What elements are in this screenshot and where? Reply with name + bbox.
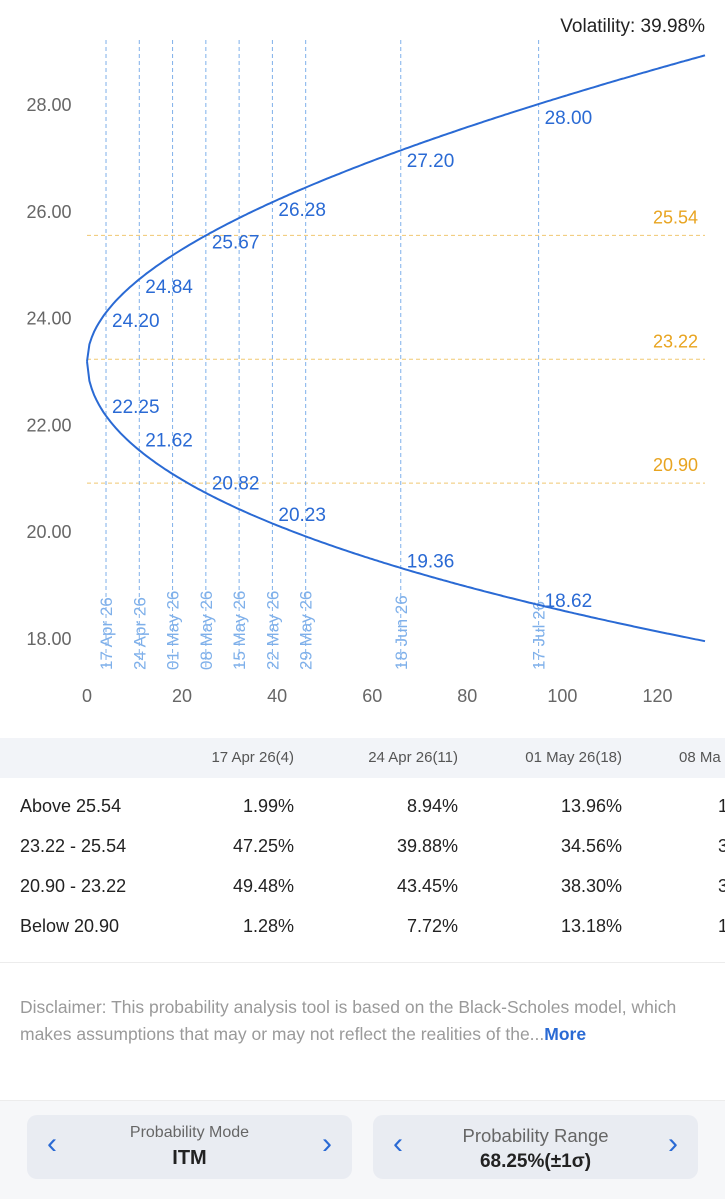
x-tick-label: 0 — [82, 686, 92, 706]
expiry-label: 15 May 26 — [230, 591, 249, 670]
range-next-chevron-icon[interactable]: › — [668, 1127, 678, 1160]
table-cell: 8.94% — [406, 796, 458, 816]
probability-cone-chart: 18.00 20.00 22.00 24.00 26.00 28.00 0 20 40 60 80 1… — [26, 40, 706, 706]
x-tick-label: 120 — [642, 686, 672, 706]
row-label: 20.90 - 23.22 — [20, 876, 127, 896]
x-tick-label: 100 — [547, 686, 577, 706]
table-header-col-2: 24 Apr 26(11) — [368, 749, 458, 766]
table-cell: 49.48% — [232, 876, 294, 896]
table-cell: 47.25% — [232, 836, 294, 856]
table-row: Above 25.54 1.99% 8.94% 13.96% 1 — [0, 786, 725, 826]
y-tick-label: 28.00 — [26, 95, 71, 115]
upper-value-label: 25.67 — [212, 232, 260, 253]
table-row: 20.90 - 23.22 49.48% 43.45% 38.30% 3 — [0, 866, 725, 906]
row-label: 23.22 - 25.54 — [20, 836, 127, 856]
table-cell: 39.88% — [396, 836, 458, 856]
lower-value-label: 22.25 — [112, 397, 160, 418]
more-link[interactable]: More — [544, 1024, 587, 1044]
volatility-label: Volatility: 39.98% — [560, 16, 705, 37]
probability-mode-title: Probability Mode — [129, 1124, 250, 1141]
row-label: Above 25.54 — [20, 796, 122, 816]
y-tick-label: 20.00 — [26, 522, 71, 542]
y-tick-label: 26.00 — [26, 202, 71, 222]
upper-value-label: 24.20 — [112, 311, 160, 332]
upper-value-label: 26.28 — [278, 200, 326, 221]
table-cell: 34.56% — [560, 836, 622, 856]
probability-range-selector: ‹ Probability Range 68.25%(±1σ) › — [373, 1115, 698, 1179]
table-cell: 13.96% — [560, 796, 622, 816]
probability-mode-selector: ‹ Probability Mode ITM › — [27, 1115, 352, 1179]
expiry-label: 22 May 26 — [263, 591, 282, 670]
mode-next-chevron-icon[interactable]: › — [322, 1127, 332, 1160]
expiry-label: 01 May 26 — [164, 591, 183, 670]
disclaimer: Disclaimer: This probability analysis to… — [20, 994, 710, 1048]
y-tick-label: 18.00 — [26, 629, 71, 649]
level-label: 25.54 — [653, 207, 698, 227]
section-divider — [0, 962, 725, 963]
upper-value-label: 24.84 — [145, 277, 193, 298]
table-header: 17 Apr 26(4) 24 Apr 26(11) 01 May 26(18)… — [0, 738, 725, 778]
table-cell: 1 — [718, 796, 725, 816]
upper-bound-curve — [86, 54, 706, 362]
expiry-label: 08 May 26 — [197, 591, 216, 670]
y-tick-label: 24.00 — [26, 309, 71, 329]
x-tick-label: 80 — [457, 686, 477, 706]
table-cell: 3 — [718, 876, 725, 896]
table-cell: 38.30% — [560, 876, 622, 896]
table-header-col-3: 01 May 26(18) — [525, 749, 622, 766]
row-label: Below 20.90 — [20, 916, 120, 936]
x-tick-label: 20 — [172, 686, 192, 706]
table-cell: 13.18% — [560, 916, 622, 936]
lower-value-label: 20.82 — [212, 473, 260, 494]
table-row: Below 20.90 1.28% 7.72% 13.18% 1 — [0, 906, 725, 946]
range-prev-chevron-icon[interactable]: ‹ — [393, 1127, 403, 1160]
lower-value-label: 18.62 — [545, 591, 593, 612]
expiry-label: 17 Jul 26 — [530, 601, 549, 670]
lower-value-label: 20.23 — [278, 505, 326, 526]
table-cell: 3 — [718, 836, 725, 856]
lower-value-label: 19.36 — [407, 551, 455, 572]
table-cell: 7.72% — [406, 916, 458, 936]
level-label: 23.22 — [653, 331, 698, 351]
expiry-label: 29 May 26 — [297, 591, 316, 670]
lower-value-label: 21.62 — [145, 431, 193, 452]
probability-table: Above 25.54 1.99% 8.94% 13.96% 1 23.22 -… — [0, 786, 725, 946]
table-header-col-1: 17 Apr 26(4) — [211, 749, 294, 766]
upper-value-label: 28.00 — [545, 108, 593, 129]
expiry-label: 17 Apr 26 — [97, 597, 116, 670]
table-row: 23.22 - 25.54 47.25% 39.88% 34.56% 3 — [0, 826, 725, 866]
table-cell: 1.28% — [242, 916, 294, 936]
upper-value-label: 27.20 — [407, 151, 455, 172]
table-cell: 1.99% — [242, 796, 294, 816]
level-label: 20.90 — [653, 455, 698, 475]
expiry-label: 24 Apr 26 — [130, 597, 149, 670]
table-cell: 1 — [718, 916, 725, 936]
bottom-controls: ‹ Probability Mode ITM › ‹ Probability R… — [0, 1100, 725, 1199]
x-tick-label: 40 — [267, 686, 287, 706]
lower-bound-curve — [86, 361, 706, 643]
expiry-label: 18 Jun 26 — [392, 595, 411, 670]
probability-range-value: 68.25%(±1σ) — [479, 1151, 592, 1172]
table-header-col-4: 08 Ma — [679, 749, 721, 766]
y-tick-label: 22.00 — [26, 415, 71, 435]
mode-prev-chevron-icon[interactable]: ‹ — [47, 1127, 57, 1160]
x-tick-label: 60 — [362, 686, 382, 706]
disclaimer-text: Disclaimer: This probability analysis to… — [20, 997, 677, 1044]
table-cell: 43.45% — [396, 876, 458, 896]
probability-mode-value: ITM — [172, 1147, 207, 1169]
probability-range-title: Probability Range — [462, 1125, 609, 1146]
